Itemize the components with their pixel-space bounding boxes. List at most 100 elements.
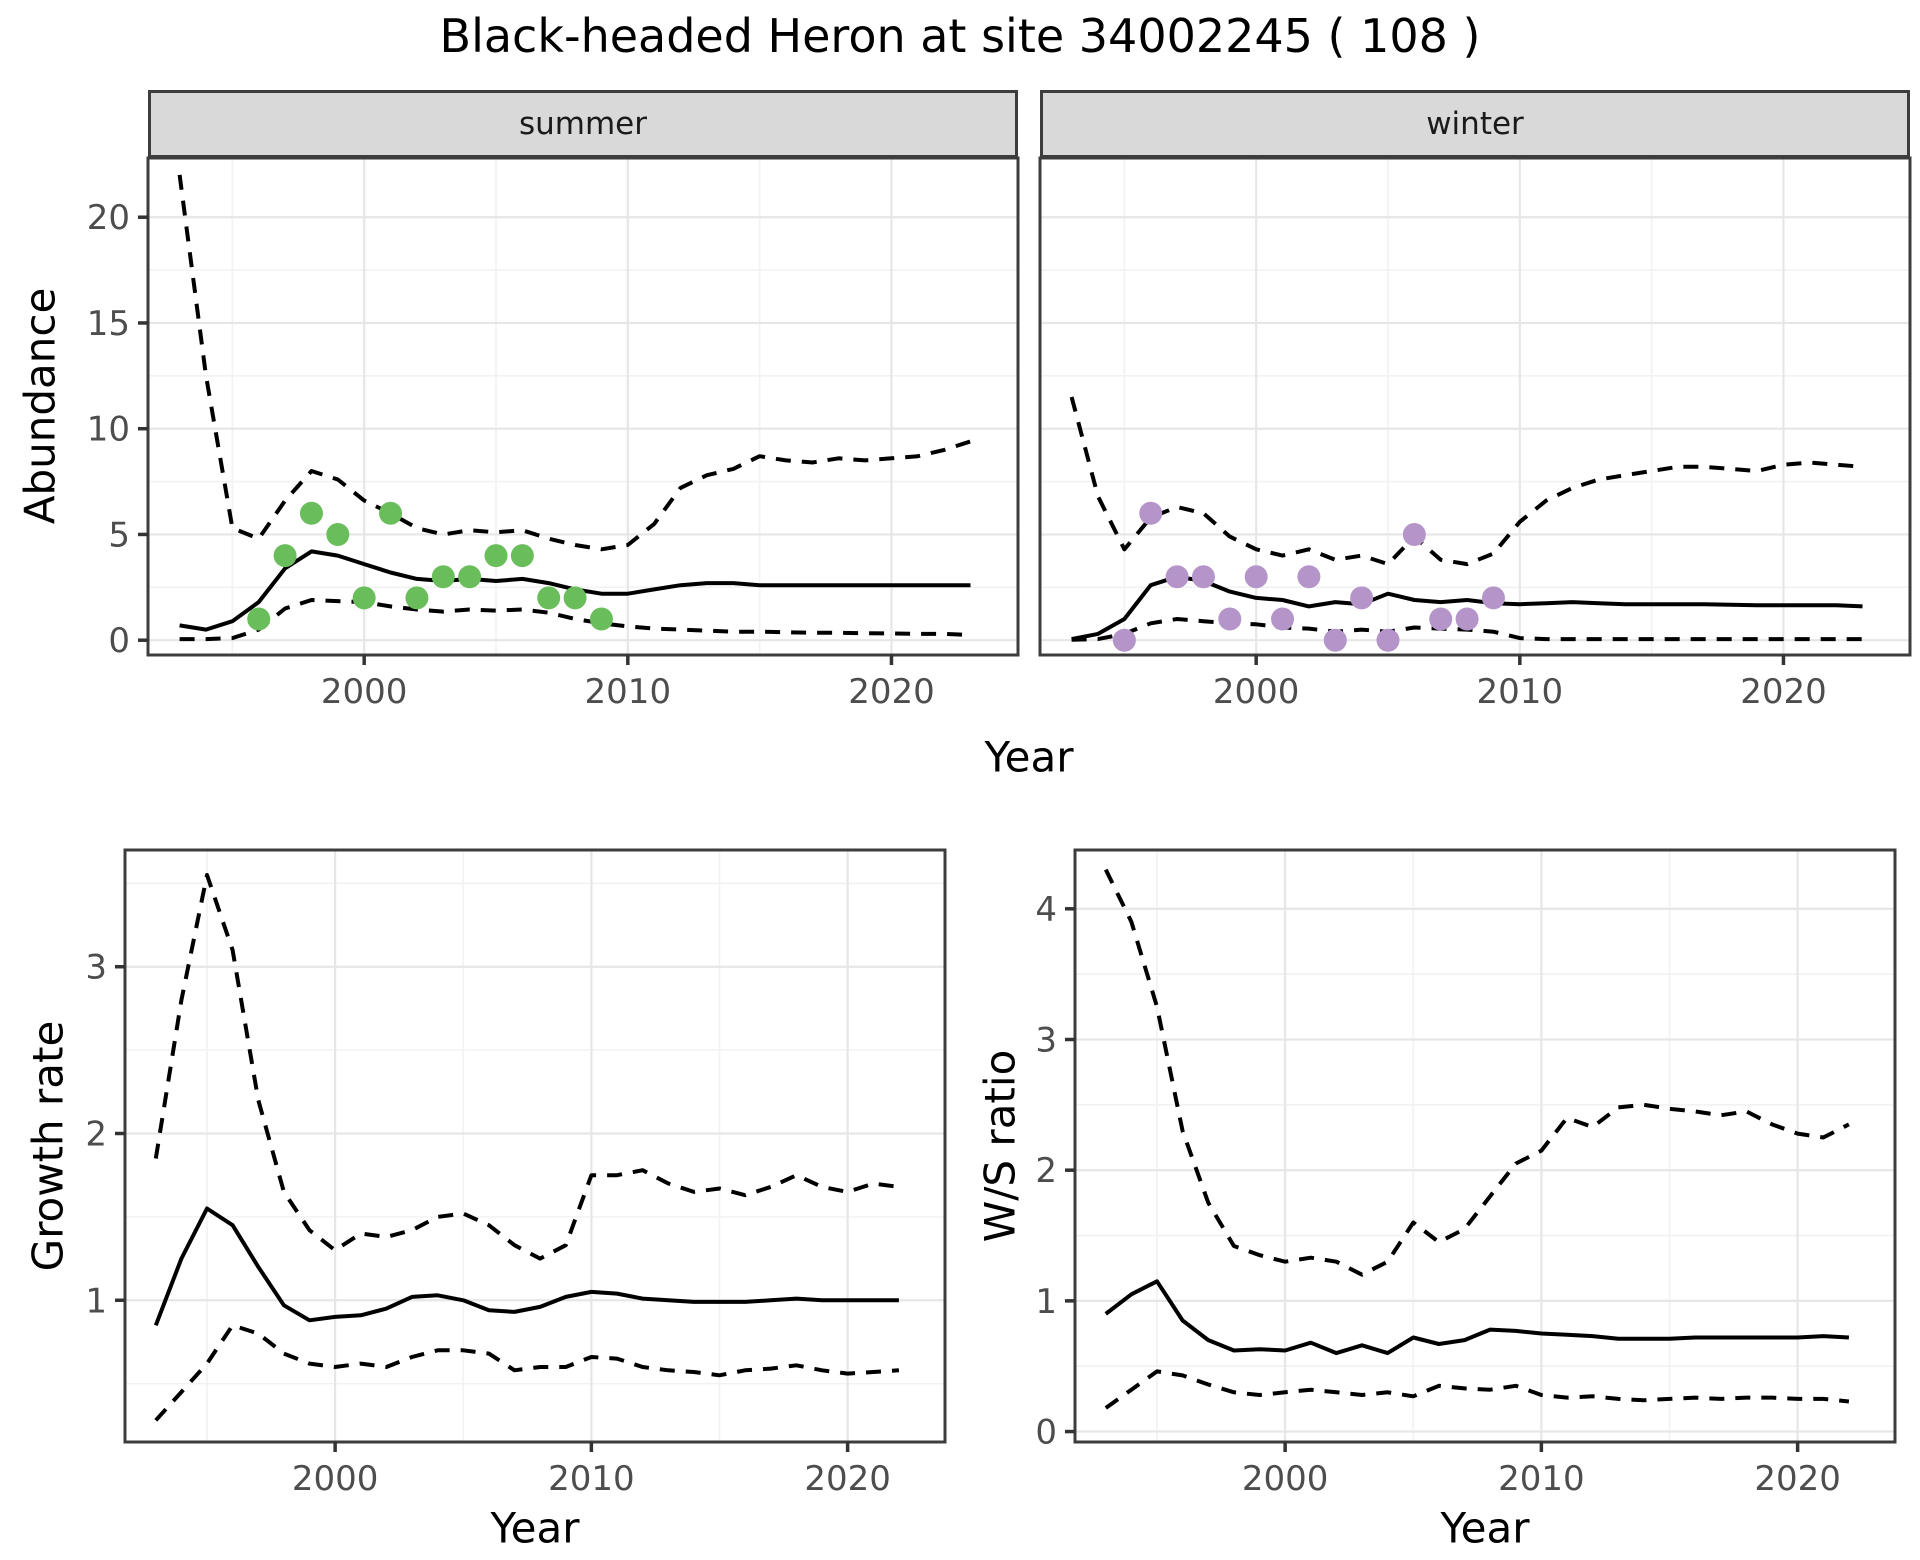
- data-point: [1429, 607, 1453, 631]
- x-tick-label: 2010: [585, 672, 672, 712]
- data-point: [299, 501, 323, 525]
- y-tick-label: 5: [108, 515, 130, 555]
- data-point: [1218, 607, 1242, 631]
- upper-credible-interval-line: [1104, 868, 1850, 1277]
- data-point: [537, 586, 561, 610]
- data-point: [1139, 501, 1163, 525]
- facet-strip-summer-label: summer: [518, 106, 647, 142]
- upper-credible-interval-line: [153, 873, 900, 1261]
- series-lines: [153, 873, 900, 1422]
- y-tick-label: 4: [1035, 890, 1057, 930]
- x-tick-label: 2000: [321, 672, 408, 712]
- data-point: [1481, 586, 1505, 610]
- data-point: [405, 586, 429, 610]
- observed-counts-winter: [1112, 501, 1505, 652]
- axis-title-year-ws: Year: [1440, 1503, 1530, 1553]
- y-tick-label: 2: [85, 1114, 107, 1154]
- x-tick-label: 2020: [804, 1459, 891, 1499]
- facet-strip-winter: winter: [1040, 90, 1910, 158]
- panel-border: [146, 156, 1020, 657]
- axis-title-abundance: Abundance: [15, 287, 65, 525]
- x-tick-label: 2000: [292, 1459, 379, 1499]
- x-tick-label: 2000: [1242, 1459, 1329, 1499]
- axis-ticks: 2000 2010 2020 0 1 2 3 4: [1035, 890, 1841, 1499]
- panel-w-s-ratio: 2000 2010 2020 0 1 2 3 4: [1035, 848, 1897, 1499]
- y-tick-label: 0: [1035, 1413, 1057, 1453]
- data-point: [1323, 628, 1347, 652]
- observed-counts-summer: [247, 501, 613, 631]
- axis-title-ws-ratio: W/S ratio: [975, 1049, 1025, 1243]
- grid-major: [148, 158, 1018, 655]
- axis-ticks: 2000 2010 2020 0 5 10 15 20: [87, 198, 935, 712]
- panel-background: [1075, 850, 1895, 1442]
- y-tick-label: 3: [85, 948, 107, 988]
- data-point: [563, 586, 587, 610]
- y-tick-label: 1: [85, 1281, 107, 1321]
- lower-credible-interval-line: [179, 598, 971, 642]
- data-point: [1271, 607, 1295, 631]
- facet-strip-summer: summer: [148, 90, 1018, 158]
- x-tick-label: 2010: [1477, 672, 1564, 712]
- data-point: [1402, 522, 1426, 546]
- grid-minor: [1040, 158, 1910, 655]
- x-tick-label: 2010: [548, 1459, 635, 1499]
- lower-credible-interval-line: [1104, 1369, 1850, 1410]
- facet-strip-winter-label: winter: [1426, 106, 1524, 142]
- series-lines: [1104, 868, 1850, 1410]
- median-estimate-line: [153, 1206, 899, 1327]
- y-tick-label: 3: [1035, 1020, 1057, 1060]
- axis-title-growth-rate: Growth rate: [23, 1020, 73, 1272]
- grid-minor: [1075, 850, 1895, 1442]
- y-tick-label: 2: [1035, 1151, 1057, 1191]
- x-tick-label: 2000: [1213, 672, 1300, 712]
- data-point: [1112, 628, 1136, 652]
- panel-summer: 2000 2010 2020 0 5 10 15 20: [87, 156, 1020, 712]
- axis-title-year-top: Year: [984, 732, 1074, 782]
- data-point: [458, 565, 482, 589]
- y-tick-label: 15: [87, 304, 130, 344]
- plot-title: Black-headed Heron at site 34002245 ( 10…: [439, 9, 1481, 63]
- data-point: [379, 501, 403, 525]
- y-tick-label: 20: [87, 198, 130, 238]
- data-point: [1350, 586, 1374, 610]
- grid-minor: [148, 158, 1018, 655]
- panel-growth-rate: 2000 2010 2020 1 2 3: [85, 848, 947, 1499]
- upper-credible-interval-line: [1069, 396, 1863, 567]
- grid-minor: [125, 850, 945, 1442]
- data-point: [510, 544, 534, 568]
- panel-winter: 2000 2010 2020: [1038, 156, 1912, 712]
- x-tick-label: 2010: [1498, 1459, 1585, 1499]
- grid-major: [1075, 850, 1895, 1442]
- median-estimate-line: [1104, 1279, 1850, 1356]
- data-point: [1297, 565, 1321, 589]
- data-point: [484, 544, 508, 568]
- x-tick-label: 2020: [848, 672, 935, 712]
- panel-border: [123, 848, 947, 1444]
- y-tick-label: 1: [1035, 1282, 1057, 1322]
- data-point: [352, 586, 376, 610]
- data-point: [431, 565, 455, 589]
- data-point: [1244, 565, 1268, 589]
- y-tick-label: 0: [108, 621, 130, 661]
- y-tick-label: 10: [87, 410, 130, 450]
- data-point: [1191, 565, 1215, 589]
- panel-border: [1073, 848, 1897, 1444]
- grid-major: [125, 850, 945, 1442]
- data-point: [247, 607, 271, 631]
- data-point: [1165, 565, 1189, 589]
- panel-border: [1038, 156, 1912, 657]
- data-point: [589, 607, 613, 631]
- data-point: [273, 544, 297, 568]
- upper-credible-interval-line: [177, 174, 972, 552]
- panel-background: [125, 850, 945, 1442]
- axis-ticks: 2000 2010 2020 1 2 3: [85, 948, 891, 1499]
- data-point: [1455, 607, 1479, 631]
- data-point: [1376, 628, 1400, 652]
- x-tick-label: 2020: [1740, 672, 1827, 712]
- lower-credible-interval-line: [154, 1323, 900, 1422]
- x-tick-label: 2020: [1754, 1459, 1841, 1499]
- axis-title-year-growth: Year: [490, 1503, 580, 1553]
- panel-background: [148, 158, 1018, 655]
- axis-ticks: 2000 2010 2020: [1213, 655, 1827, 712]
